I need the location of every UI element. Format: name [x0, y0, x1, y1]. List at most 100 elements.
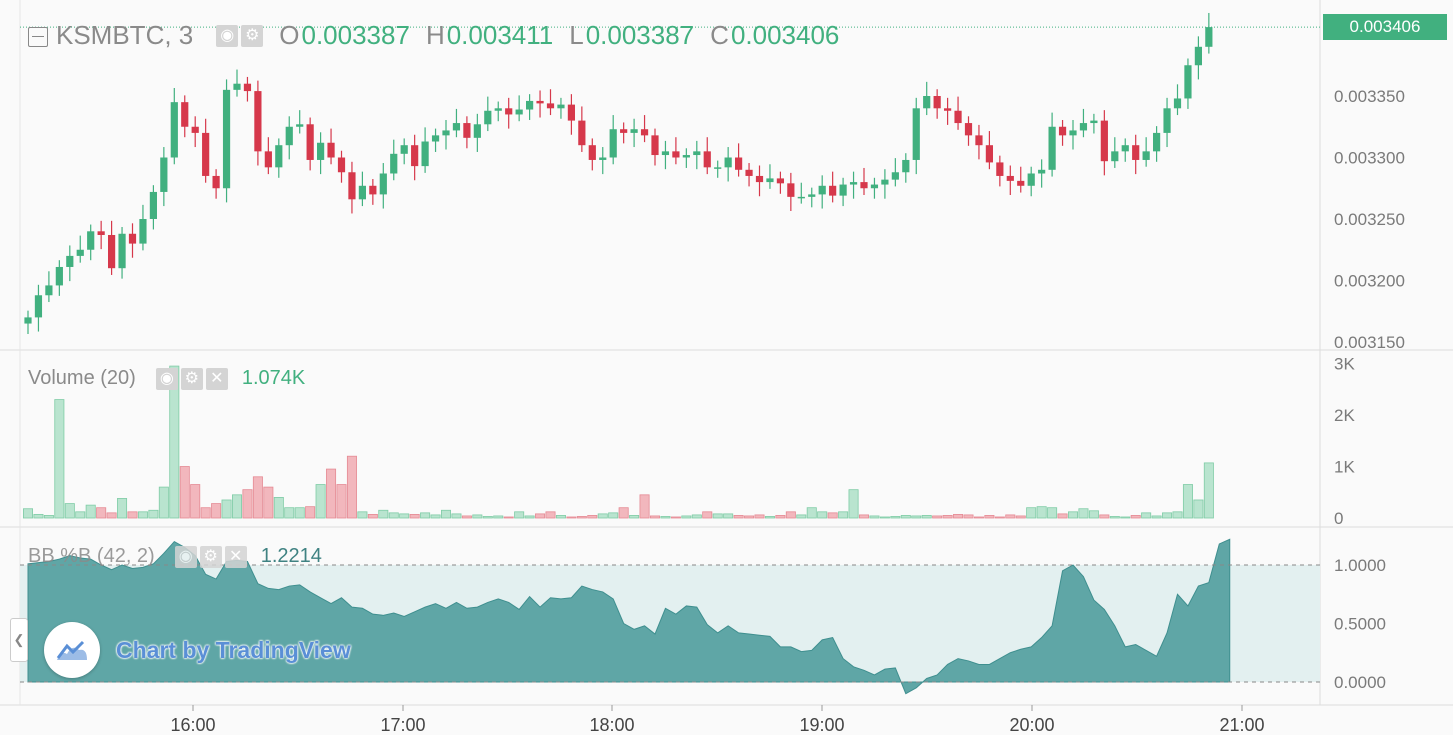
volume-bar	[848, 489, 859, 519]
volume-bar	[1141, 512, 1152, 519]
volume-bar	[566, 516, 577, 519]
candle-body	[912, 108, 920, 160]
candle-body	[379, 173, 387, 195]
tradingview-logo-icon	[44, 622, 100, 678]
volume-bar	[190, 484, 201, 519]
volume-bar	[43, 515, 54, 519]
candle-body	[358, 185, 366, 200]
volume-bar	[1036, 506, 1047, 519]
scroll-left-button[interactable]: ❮	[10, 618, 28, 662]
volume-title: Volume (20)	[28, 367, 136, 389]
candle-body	[128, 233, 137, 244]
candle-body	[1205, 27, 1213, 47]
close-label: C	[710, 20, 729, 50]
volume-bar	[827, 512, 838, 519]
volume-bar	[169, 365, 180, 519]
candle-body	[599, 157, 607, 160]
close-icon[interactable]: ✕	[205, 367, 228, 390]
volume-bar	[326, 468, 337, 519]
symbol-title: KSMBTC, 3	[56, 20, 194, 50]
volume-bar	[712, 513, 723, 519]
eye-icon[interactable]: ◉	[155, 367, 178, 390]
volume-bar	[1109, 516, 1120, 519]
bb-percent-b-series	[20, 538, 1320, 695]
volume-bar	[597, 513, 608, 519]
candle-body	[45, 285, 53, 296]
bb-legend: BB %B (42, 2) ◉ ⚙ ✕ 1.2214	[28, 545, 322, 568]
low-label: L	[569, 20, 584, 50]
candle-body	[285, 126, 293, 146]
volume-bar	[158, 486, 169, 519]
volume-bar	[1182, 484, 1193, 519]
candle-body	[1111, 151, 1119, 162]
candle-body	[348, 172, 356, 200]
volume-bar	[399, 513, 410, 519]
candle-body	[118, 233, 126, 269]
eye-icon[interactable]: ◉	[216, 24, 239, 47]
volume-bar	[1047, 507, 1058, 519]
volume-bar	[137, 511, 148, 519]
candle-body	[996, 162, 1004, 176]
candle-body	[891, 172, 899, 180]
volume-bar	[1203, 462, 1214, 519]
candle-body	[1173, 98, 1182, 109]
gear-icon[interactable]: ⚙	[180, 367, 203, 390]
candle-body	[557, 104, 565, 109]
candle-body	[787, 183, 795, 197]
volume-bar	[859, 514, 870, 519]
tradingview-watermark[interactable]: Chart by TradingView	[44, 622, 351, 678]
candle-body	[682, 155, 690, 158]
volume-bar	[702, 511, 713, 519]
volume-bar	[723, 513, 734, 519]
candle-body	[97, 231, 105, 235]
candle-body	[1027, 173, 1035, 186]
volume-bar	[785, 511, 796, 519]
price-tick-label: 0.003350	[1334, 87, 1405, 106]
volume-bar	[744, 515, 755, 519]
volume-bar	[764, 516, 775, 519]
volume-bar	[96, 507, 107, 519]
candle-body	[1017, 180, 1025, 186]
volume-bar	[963, 514, 974, 519]
volume-bar	[911, 515, 922, 519]
close-icon[interactable]: ✕	[224, 545, 247, 568]
volume-bar	[493, 515, 504, 519]
candle-body	[1121, 145, 1129, 152]
volume-tick-label: 1K	[1334, 458, 1355, 477]
candlestick-series	[24, 12, 1213, 335]
volume-bar	[221, 499, 232, 519]
candle-body	[296, 124, 304, 127]
candle-body	[829, 185, 837, 196]
volume-bar	[587, 515, 598, 519]
time-tick-label: 18:00	[589, 715, 634, 735]
candle-body	[964, 123, 973, 136]
bb-tick-label: 0.5000	[1334, 615, 1386, 634]
candle-body	[1163, 108, 1171, 133]
candle-body	[1194, 46, 1202, 66]
price-tick-label: 0.003250	[1334, 210, 1405, 229]
volume-bar	[1088, 510, 1099, 519]
price-tick-label: 0.003300	[1334, 149, 1405, 168]
bb-value: 1.2214	[260, 545, 322, 567]
candle-body	[808, 194, 816, 197]
volume-tick-label: 3K	[1334, 355, 1355, 374]
gear-icon[interactable]: ⚙	[199, 545, 222, 568]
volume-bar	[555, 515, 566, 519]
volume-bar	[54, 399, 65, 519]
volume-bar	[85, 504, 96, 519]
candle-body	[1069, 130, 1077, 136]
candle-body	[1090, 120, 1098, 124]
high-label: H	[425, 20, 445, 50]
candle-body	[933, 96, 941, 109]
volume-bar	[670, 516, 681, 519]
candle-body	[160, 157, 168, 192]
candle-body	[797, 196, 805, 199]
gear-icon[interactable]: ⚙	[241, 24, 264, 47]
eye-icon[interactable]: ◉	[174, 545, 197, 568]
volume-bar	[984, 515, 995, 519]
candle-body	[442, 130, 450, 136]
candle-body	[1100, 120, 1108, 162]
collapse-icon[interactable]	[28, 26, 48, 47]
candle-body	[390, 153, 398, 174]
volume-bar	[618, 507, 629, 519]
